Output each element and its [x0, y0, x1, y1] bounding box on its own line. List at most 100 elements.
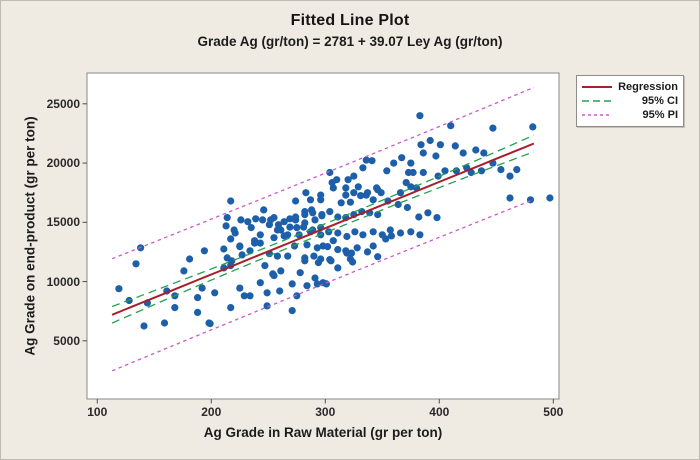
scatter-point: [416, 112, 424, 120]
scatter-point: [310, 252, 318, 260]
scatter-point: [222, 222, 230, 230]
scatter-point: [115, 285, 123, 293]
legend-item-pi: 95% PI: [581, 108, 678, 122]
scatter-point: [326, 168, 334, 177]
scatter-point: [301, 257, 309, 265]
scatter-point: [256, 279, 264, 287]
scatter-point: [342, 184, 350, 192]
scatter-point: [293, 224, 301, 232]
scatter-point: [480, 149, 488, 157]
scatter-point: [419, 168, 427, 177]
scatter-point: [313, 244, 321, 252]
scatter-point: [132, 260, 140, 268]
scatter-point: [433, 214, 441, 222]
scatter-point: [231, 229, 239, 237]
scatter-point: [227, 235, 235, 243]
scatter-point: [374, 211, 382, 219]
scatter-point: [326, 256, 334, 264]
scatter-point: [246, 292, 254, 300]
scatter-point: [286, 215, 294, 223]
scatter-point: [227, 197, 235, 205]
scatter-point: [194, 308, 202, 316]
scatter-point: [334, 264, 342, 272]
scatter-point: [277, 267, 285, 275]
scatter-point: [288, 280, 296, 288]
scatter-point: [343, 249, 351, 257]
scatter-point: [317, 196, 325, 204]
scatter-point: [396, 189, 405, 197]
scatter-point: [451, 142, 459, 150]
legend-item-regression: Regression: [581, 80, 678, 94]
scatter-point: [359, 164, 367, 172]
scatter-point: [329, 237, 337, 245]
scatter-point: [436, 141, 444, 149]
scatter-point: [238, 251, 246, 259]
x-tick-label: 500: [543, 405, 564, 419]
scatter-point: [417, 141, 425, 149]
scatter-point: [351, 228, 359, 236]
scatter-point: [354, 183, 362, 191]
scatter-point: [369, 196, 377, 204]
scatter-point: [337, 199, 345, 207]
scatter-point: [326, 208, 334, 216]
y-tick-label: 5000: [53, 333, 80, 348]
scatter-point: [186, 255, 194, 263]
scatter-point: [256, 239, 264, 247]
scatter-point: [261, 262, 269, 270]
scatter-point: [416, 231, 424, 239]
scatter-point: [426, 136, 434, 145]
legend-item-label: Regression: [618, 81, 678, 93]
scatter-point: [256, 231, 264, 239]
scatter-point: [306, 196, 315, 204]
pi-line-lower: [111, 198, 535, 372]
scatter-point: [270, 214, 278, 222]
scatter-point: [270, 272, 278, 280]
scatter-point: [309, 209, 317, 217]
scatter-point: [265, 221, 273, 229]
legend-line-sample: [582, 86, 612, 88]
scatter-point: [328, 179, 336, 187]
scatter-point: [472, 146, 480, 154]
scatter-point: [407, 159, 415, 167]
scatter-point: [529, 123, 537, 131]
scatter-point: [292, 213, 300, 221]
scatter-point: [284, 252, 292, 260]
x-tick-label: 200: [201, 405, 222, 419]
scatter-point: [403, 203, 411, 212]
scatter-point: [344, 176, 352, 184]
scatter-point: [273, 252, 281, 260]
scatter-point: [424, 209, 432, 217]
scatter-point: [259, 216, 267, 224]
scatter-point: [489, 124, 497, 132]
scatter-point: [369, 242, 377, 250]
scatter-point: [311, 216, 319, 224]
scatter-point: [280, 232, 288, 240]
scatter-point: [513, 166, 521, 174]
pi-line-upper: [111, 86, 535, 260]
scatter-point: [363, 189, 372, 197]
scatter-point: [251, 237, 259, 245]
x-tick-label: 300: [315, 405, 336, 419]
ci-line-lower: [111, 151, 535, 324]
x-tick-label: 400: [429, 405, 450, 419]
scatter-point: [368, 157, 376, 165]
scatter-point: [280, 218, 288, 226]
scatter-point: [459, 149, 467, 157]
scatter-point: [359, 231, 367, 239]
scatter-point: [223, 214, 231, 222]
scatter-point: [369, 228, 377, 236]
scatter-point: [546, 194, 554, 202]
scatter-point: [322, 280, 330, 288]
scatter-point: [140, 322, 148, 330]
scatter-point: [342, 191, 350, 199]
scatter-point: [270, 234, 278, 242]
scatter-point: [194, 294, 202, 302]
scatter-point: [286, 223, 294, 231]
scatter-point: [415, 213, 423, 221]
x-axis-label: Ag Grade in Raw Material (gr per ton): [203, 425, 443, 440]
scatter-point: [363, 248, 372, 256]
scatter-point: [247, 224, 255, 232]
scatter-point: [387, 232, 395, 240]
scatter-point: [383, 167, 391, 175]
scatter-point: [263, 289, 271, 297]
